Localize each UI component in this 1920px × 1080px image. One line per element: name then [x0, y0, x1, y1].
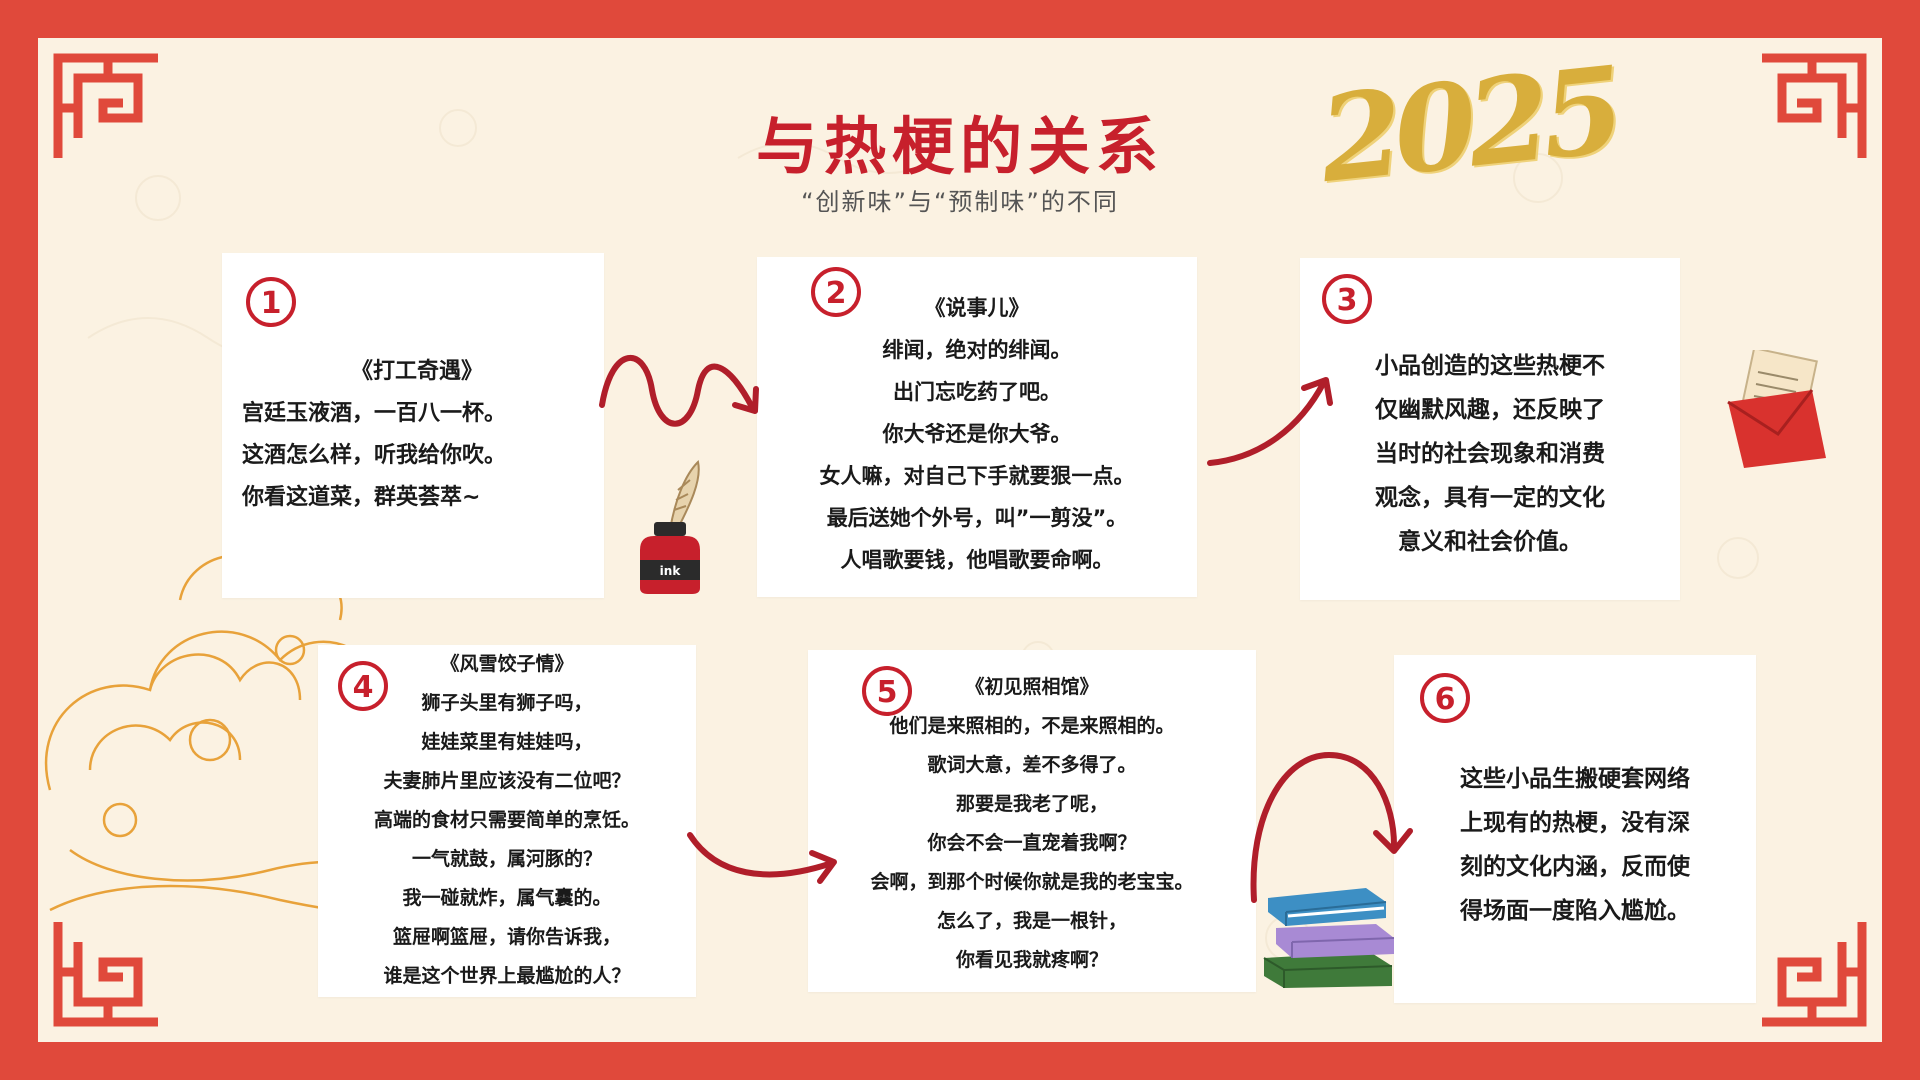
- curved-arrow-5-to-6: [1250, 751, 1413, 903]
- number-badge-5: 5: [860, 664, 914, 718]
- card-3-line: 仅幽默风趣，还反映了: [1375, 397, 1605, 423]
- card-1-line: 宫廷玉液酒，一百八一杯。: [242, 401, 507, 426]
- number-badge-3-text: 3: [1337, 283, 1358, 318]
- card-4-line: 娃娃菜里有娃娃吗，: [421, 731, 593, 753]
- card-5-line: 你看见我就疼啊？: [955, 949, 1108, 971]
- card-5: 5 《初见照相馆》 他们是来照相的，不是来照相的。 歌词大意，差不多得了。 那要…: [808, 650, 1256, 992]
- number-badge-4: 4: [336, 659, 390, 713]
- card-5-line: 怎么了，我是一根针，: [936, 910, 1127, 932]
- number-badge-4-text: 4: [353, 670, 374, 705]
- card-4-line: 夫妻肺片里应该没有二位吧？: [383, 770, 631, 792]
- number-badge-2: 2: [809, 265, 863, 319]
- card-5-line: 歌词大意，差不多得了。: [927, 754, 1137, 776]
- card-4-heading: 《风雪饺子情》: [440, 653, 574, 675]
- card-5-line: 你会不会一直宠着我啊？: [927, 832, 1137, 854]
- card-4: 4 《风雪饺子情》 狮子头里有狮子吗， 娃娃菜里有娃娃吗， 夫妻肺片里应该没有二…: [318, 645, 696, 997]
- card-2: 2 《说事儿》 绯闻，绝对的绯闻。 出门忘吃药了吧。 你大爷还是你大爷。 女人嘛…: [757, 257, 1197, 597]
- card-4-line: 狮子头里有狮子吗，: [421, 692, 593, 714]
- card-3-line: 小品创造的这些热梗不: [1375, 353, 1605, 379]
- corner-ornament-bottom-right: [1762, 922, 1867, 1027]
- number-badge-1: 1: [244, 275, 298, 329]
- wavy-arrow-1-to-2: [599, 355, 759, 427]
- card-6-line: 刻的文化内涵，反而使: [1460, 854, 1690, 880]
- card-3-text: 小品创造的这些热梗不 仅幽默风趣，还反映了 当时的社会现象和消费 观念，具有一定…: [1300, 344, 1680, 564]
- number-badge-1-text: 1: [261, 286, 282, 321]
- card-6-line: 得场面一度陷入尴尬。: [1460, 898, 1690, 924]
- red-envelope-letter-illustration: [1727, 350, 1826, 468]
- curved-arrow-2-to-3: [1207, 377, 1333, 466]
- card-4-line: 篮屉啊篮屉，请你告诉我，: [392, 926, 621, 948]
- card-2-line: 绯闻，绝对的绯闻。: [882, 338, 1072, 362]
- card-2-text: 《说事儿》 绯闻，绝对的绯闻。 出门忘吃药了吧。 你大爷还是你大爷。 女人嘛，对…: [757, 287, 1197, 581]
- corner-ornament-top-left: [53, 53, 158, 158]
- card-6: 6 这些小品生搬硬套网络 上现有的热梗，没有深 刻的文化内涵，反而使 得场面一度…: [1394, 655, 1756, 1003]
- card-1-heading: 《打工奇遇》: [350, 359, 483, 384]
- card-1: 1 《打工奇遇》 宫廷玉液酒，一百八一杯。 这酒怎么样，听我给你吹。 你看这道菜…: [222, 253, 604, 598]
- card-2-line: 你大爷还是你大爷。: [882, 422, 1072, 446]
- card-1-text: 《打工奇遇》 宫廷玉液酒，一百八一杯。 这酒怎么样，听我给你吹。 你看这道菜，群…: [242, 351, 592, 519]
- card-1-line: 这酒怎么样，听我给你吹。: [242, 443, 507, 468]
- card-5-line: 他们是来照相的，不是来照相的。: [889, 715, 1175, 737]
- card-2-line: 出门忘吃药了吧。: [893, 380, 1061, 404]
- corner-ornament-bottom-left: [53, 922, 158, 1027]
- card-2-line: 最后送她个外号，叫”一剪没”。: [826, 506, 1128, 530]
- card-3: 3 小品创造的这些热梗不 仅幽默风趣，还反映了 当时的社会现象和消费 观念，具有…: [1300, 258, 1680, 600]
- page-subtitle: “创新味”与“预制味”的不同: [801, 188, 1119, 216]
- card-4-text: 《风雪饺子情》 狮子头里有狮子吗， 娃娃菜里有娃娃吗， 夫妻肺片里应该没有二位吧…: [318, 645, 696, 996]
- card-4-line: 高端的食材只需要简单的烹饪。: [373, 809, 640, 831]
- card-1-line: 你看这道菜，群英荟萃~: [242, 485, 481, 510]
- card-6-line: 这些小品生搬硬套网络: [1460, 766, 1690, 792]
- ink-bottle-quill-illustration: ink: [640, 460, 700, 594]
- card-4-line: 谁是这个世界上最尴尬的人？: [383, 965, 631, 987]
- card-5-text: 《初见照相馆》 他们是来照相的，不是来照相的。 歌词大意，差不多得了。 那要是我…: [808, 668, 1256, 980]
- curved-arrow-4-to-5: [687, 832, 837, 884]
- card-6-line: 上现有的热梗，没有深: [1460, 810, 1690, 836]
- corner-ornament-top-right: [1762, 53, 1867, 158]
- card-2-line: 人唱歌要钱，他唱歌要命啊。: [840, 548, 1114, 572]
- book-stack-illustration: [1263, 888, 1395, 988]
- number-badge-5-text: 5: [877, 675, 898, 710]
- card-5-heading: 《初见照相馆》: [965, 676, 1099, 698]
- card-4-line: 一气就鼓，属河豚的？: [411, 848, 602, 870]
- card-5-line: 那要是我老了呢，: [955, 793, 1108, 815]
- number-badge-6: 6: [1418, 671, 1472, 725]
- card-2-heading: 《说事儿》: [924, 296, 1030, 320]
- ink-label: ink: [660, 564, 682, 578]
- card-5-line: 会啊，到那个时候你就是我的老宝宝。: [870, 871, 1194, 893]
- card-6-text: 这些小品生搬硬套网络 上现有的热梗，没有深 刻的文化内涵，反而使 得场面一度陷入…: [1394, 757, 1756, 933]
- number-badge-3: 3: [1320, 272, 1374, 326]
- card-4-line: 我一碰就炸，属气囊的。: [402, 887, 612, 909]
- card-3-line: 意义和社会价值。: [1398, 529, 1582, 555]
- number-badge-2-text: 2: [826, 276, 847, 311]
- card-3-line: 当时的社会现象和消费: [1375, 441, 1605, 467]
- card-3-line: 观念，具有一定的文化: [1375, 485, 1605, 511]
- page-title: 与热梗的关系: [755, 110, 1164, 183]
- number-badge-6-text: 6: [1435, 682, 1456, 717]
- card-2-line: 女人嘛，对自己下手就要狠一点。: [819, 464, 1135, 488]
